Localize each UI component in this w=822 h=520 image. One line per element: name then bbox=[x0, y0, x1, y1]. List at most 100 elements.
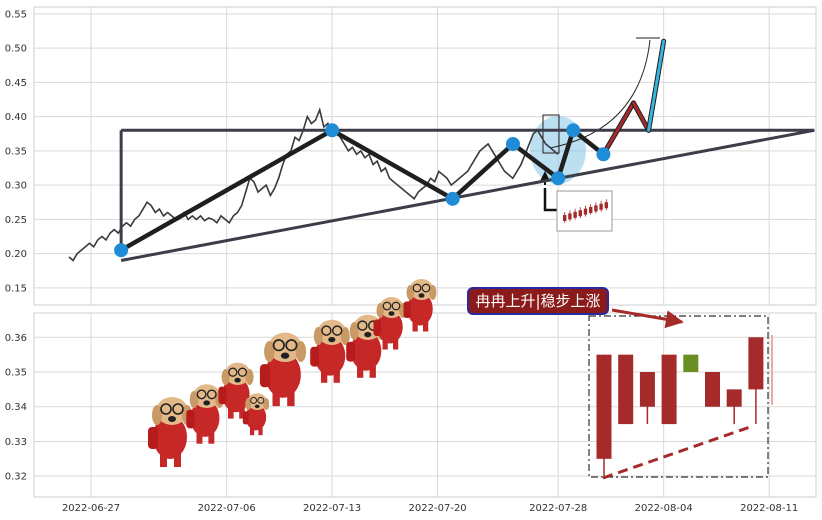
dog-glasses bbox=[321, 325, 332, 336]
dog-glasses bbox=[250, 396, 258, 404]
dog-with-backpack-sticker-icon bbox=[259, 332, 307, 407]
candle-body bbox=[683, 354, 699, 373]
dog-glasses bbox=[160, 403, 172, 415]
mini-candles bbox=[563, 199, 608, 223]
y-tick-label: 0.25 bbox=[5, 215, 27, 226]
dog-with-backpack-sticker-icon bbox=[218, 362, 254, 419]
projection-segment bbox=[632, 101, 651, 132]
candle-body bbox=[661, 354, 677, 425]
dog-nose bbox=[364, 331, 372, 338]
bottom-panel-frame bbox=[33, 312, 817, 498]
dog-leg bbox=[239, 407, 245, 419]
y-tick-label: 0.32 bbox=[5, 472, 27, 483]
dog-leg bbox=[333, 370, 340, 383]
dog-backpack bbox=[242, 411, 249, 425]
dog-body bbox=[245, 404, 267, 431]
candle-body bbox=[639, 372, 655, 407]
projection-segment bbox=[647, 39, 666, 132]
dog-nose bbox=[388, 311, 395, 316]
dog-nose bbox=[203, 400, 211, 406]
dog-glasses bbox=[196, 389, 207, 400]
dog-ear bbox=[295, 341, 307, 362]
callout-box bbox=[467, 287, 609, 315]
dog-with-backpack-sticker-icon bbox=[148, 397, 192, 467]
candle-trend-dashed bbox=[602, 425, 751, 480]
dog-glasses bbox=[237, 367, 248, 377]
dog-nose bbox=[280, 352, 290, 359]
y-tick-label: 0.34 bbox=[5, 402, 27, 413]
pattern-marker bbox=[551, 171, 566, 186]
projection-segment bbox=[601, 101, 636, 156]
callout-arrow bbox=[611, 308, 684, 329]
dog-nose bbox=[254, 404, 260, 409]
dog-ear bbox=[189, 391, 199, 408]
dog-backpack bbox=[148, 427, 158, 449]
bottom-y-axis: 0.32 0.33 0.34 0.35 0.36 bbox=[5, 333, 27, 483]
dog-leg bbox=[272, 391, 280, 407]
dog-body bbox=[265, 351, 301, 398]
candle-body bbox=[748, 337, 764, 390]
pattern-marker bbox=[596, 147, 611, 162]
dog-glasses bbox=[228, 367, 238, 377]
y-tick-label: 0.35 bbox=[5, 146, 27, 157]
dog-leg bbox=[250, 426, 255, 436]
dog-nose bbox=[418, 293, 425, 298]
top-grid bbox=[34, 7, 816, 305]
dog-body bbox=[153, 415, 187, 459]
top-panel-frame bbox=[33, 6, 817, 306]
y-tick-label: 0.33 bbox=[5, 437, 27, 448]
dog-ear bbox=[429, 285, 437, 300]
dog-glasses bbox=[272, 339, 285, 352]
pattern-marker bbox=[325, 123, 340, 138]
y-tick-label: 0.55 bbox=[5, 9, 27, 20]
dog-leg bbox=[423, 321, 429, 332]
dog-ear bbox=[313, 327, 323, 345]
dog-glasses bbox=[331, 325, 343, 336]
stickers bbox=[148, 279, 437, 467]
pattern-markers bbox=[114, 123, 611, 258]
dog-ear bbox=[340, 327, 350, 345]
dog-ear bbox=[349, 322, 359, 340]
dog-backpack bbox=[218, 386, 227, 405]
y-tick-label: 0.40 bbox=[5, 112, 27, 123]
dog-ear bbox=[263, 398, 270, 410]
x-tick-label: 2022-06-27 bbox=[62, 503, 120, 514]
dog-backpack bbox=[346, 341, 356, 362]
dog-glasses bbox=[206, 389, 217, 400]
y-tick-label: 0.20 bbox=[5, 249, 27, 260]
dog-with-backpack-sticker-icon bbox=[242, 393, 270, 436]
price-line bbox=[68, 107, 559, 262]
dog-ear bbox=[406, 285, 414, 300]
x-tick-label: 2022-08-04 bbox=[635, 503, 693, 514]
dog-leg bbox=[208, 431, 215, 444]
dog-body bbox=[377, 310, 403, 344]
dog-leg bbox=[393, 339, 399, 350]
x-tick-label: 2022-07-28 bbox=[529, 503, 587, 514]
callout-text: 冉冉上升|稳步上涨 bbox=[475, 292, 600, 310]
dog-body bbox=[190, 399, 220, 437]
x-tick-label: 2022-07-13 bbox=[303, 503, 361, 514]
x-tick-label: 2022-07-20 bbox=[409, 503, 467, 514]
pattern-marker bbox=[505, 137, 520, 152]
candle-body bbox=[618, 354, 634, 425]
y-tick-label: 0.35 bbox=[5, 368, 27, 379]
dog-leg bbox=[357, 365, 364, 378]
dog-ear bbox=[245, 369, 254, 385]
x-tick-label: 2022-07-06 bbox=[198, 503, 256, 514]
dog-glasses bbox=[257, 396, 265, 404]
dog-leg bbox=[228, 407, 234, 419]
dog-backpack bbox=[403, 301, 411, 318]
dog-leg bbox=[412, 321, 418, 332]
projection-path bbox=[600, 38, 667, 157]
candle-body bbox=[596, 354, 612, 459]
dog-ear bbox=[221, 369, 230, 385]
dog-with-backpack-sticker-icon bbox=[310, 319, 350, 383]
pattern-marker bbox=[566, 123, 581, 138]
trend-line bbox=[120, 128, 815, 262]
price-series bbox=[68, 107, 559, 262]
dog-glasses bbox=[391, 301, 401, 311]
dog-with-backpack-sticker-icon bbox=[186, 384, 224, 444]
bottom-grid bbox=[34, 313, 816, 497]
